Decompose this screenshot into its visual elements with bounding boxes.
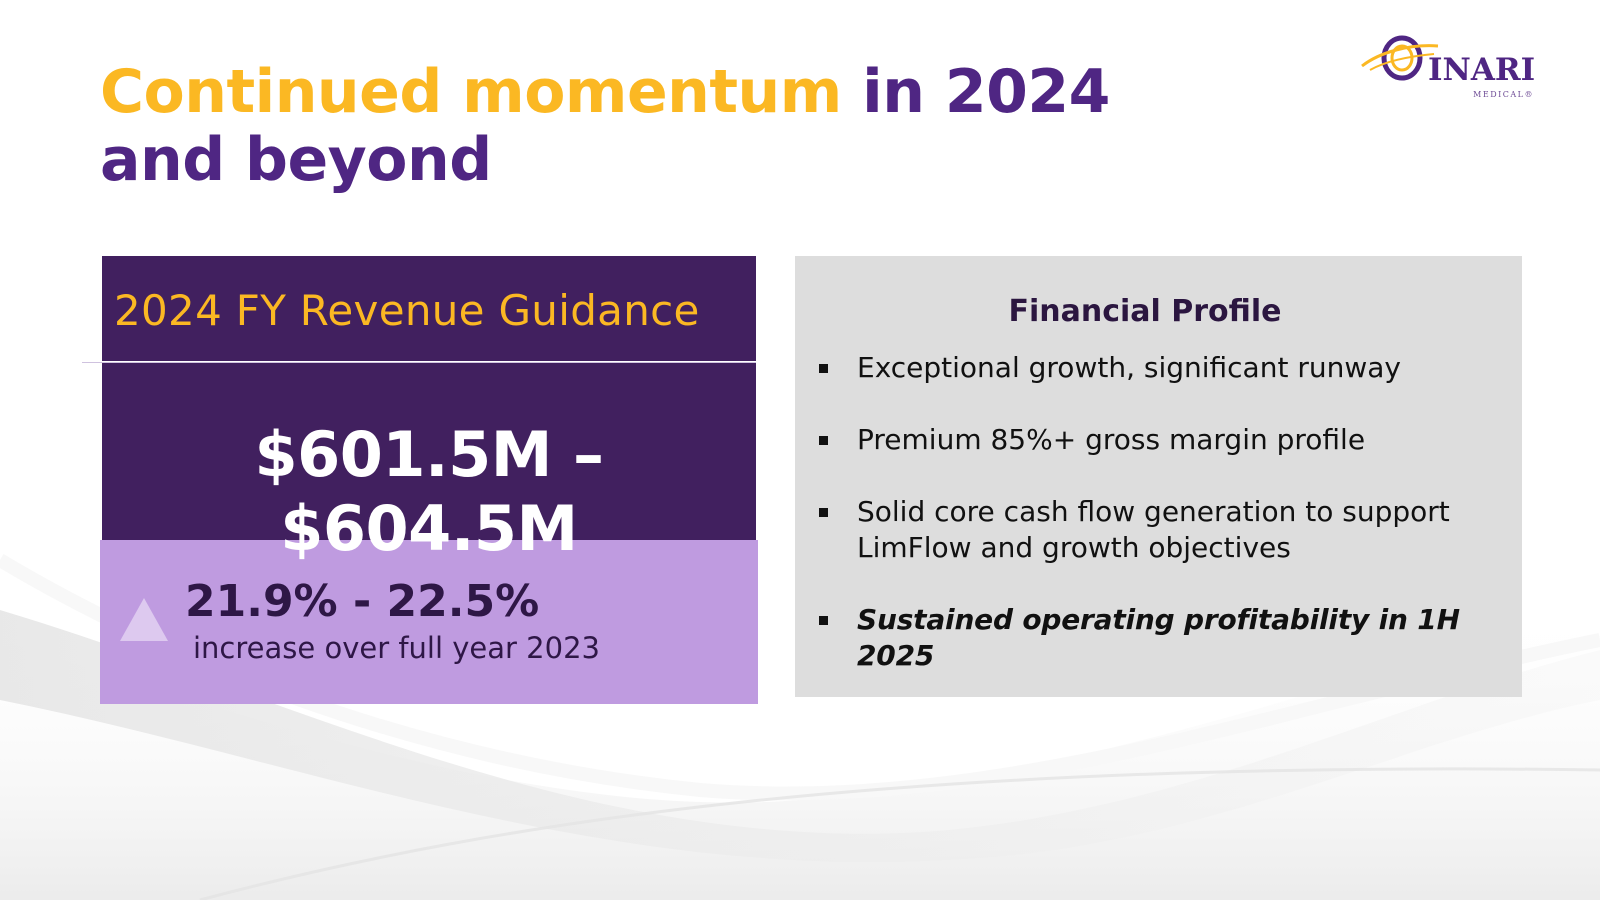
bullet-square-icon [819,508,828,517]
profile-bullet-text: Premium 85%+ gross margin profile [857,423,1366,456]
guidance-header-panel [102,256,756,361]
up-triangle-icon [120,598,168,641]
profile-bullet-text: Exceptional growth, significant runway [857,351,1401,384]
bullet-square-icon [819,364,828,373]
profile-bullet-text: Solid core cash flow generation to suppo… [857,495,1450,564]
financial-profile-title: Financial Profile [1008,294,1282,329]
logo-wordmark: INARI [1428,52,1536,88]
guidance-title: 2024 FY Revenue Guidance [114,286,700,335]
title-accent: Continued momentum [100,57,842,127]
profile-bullet: Exceptional growth, significant runway [819,350,1497,386]
growth-percentage: 21.9% - 22.5% [185,576,540,627]
inari-logo: INARI MEDICAL® [1360,30,1555,105]
bullet-square-icon [819,436,828,445]
title-main-line2: and beyond [100,125,492,195]
financial-profile-panel [795,256,1522,697]
profile-bullet: Solid core cash flow generation to suppo… [819,494,1497,566]
growth-description: increase over full year 2023 [193,631,600,665]
guidance-value-panel [102,363,756,540]
title-main-line1: in 2024 [841,57,1110,127]
page-title: Continued momentum in 2024 and beyond [100,58,1110,194]
guidance-divider [82,362,756,363]
guidance-value: $601.5M – $604.5M [254,418,604,565]
profile-bullet: Premium 85%+ gross margin profile [819,422,1497,458]
logo-subtext: MEDICAL® [1473,90,1534,99]
profile-bullet-highlight: Sustained operating profitability in 1H … [819,602,1522,674]
profile-bullet-text: Sustained operating profitability in 1H … [857,603,1460,672]
growth-panel [100,540,758,704]
logo-orbit-icon [1361,35,1439,81]
bullet-square-icon [819,616,828,625]
